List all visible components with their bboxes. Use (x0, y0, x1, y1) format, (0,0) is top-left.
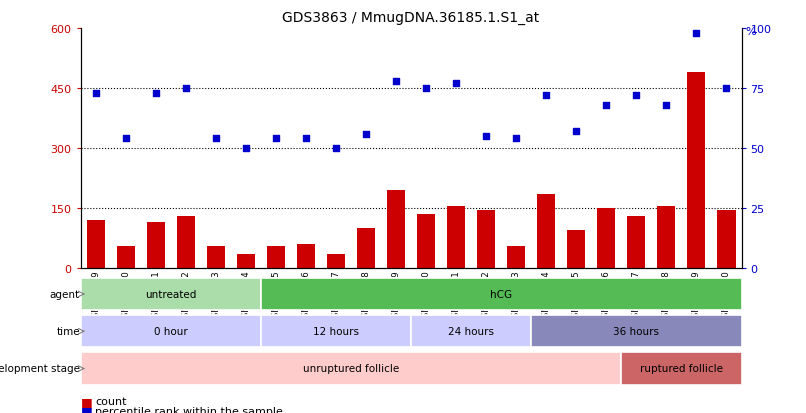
Bar (387, 191, 405, 268)
Text: %: % (746, 27, 756, 37)
Point (179, 85, 192, 92)
Point (239, 145, 252, 152)
Point (420, 85, 433, 92)
Point (330, 145, 343, 152)
Bar (411, 315, 531, 348)
Bar (81, 352, 621, 385)
Bar (81, 315, 261, 348)
Bar (237, 254, 255, 268)
Bar (147, 223, 164, 268)
Text: 0 hour: 0 hour (154, 326, 188, 337)
Point (570, 128, 583, 135)
Bar (717, 211, 736, 268)
Bar (507, 247, 526, 268)
Bar (357, 228, 375, 268)
Bar (567, 230, 585, 268)
Bar (267, 247, 285, 268)
Bar (417, 215, 435, 268)
Text: 24 hours: 24 hours (448, 326, 494, 337)
Text: ■: ■ (81, 395, 93, 408)
Bar (597, 209, 615, 268)
Point (660, 102, 673, 109)
Text: agent: agent (50, 289, 80, 299)
Point (300, 136, 313, 142)
Bar (261, 278, 742, 311)
Point (119, 136, 132, 142)
Point (210, 136, 222, 142)
Bar (207, 247, 225, 268)
Bar (327, 254, 345, 268)
Bar (81, 278, 261, 311)
Point (509, 136, 522, 142)
Bar (477, 211, 495, 268)
Text: 36 hours: 36 hours (613, 326, 659, 337)
Text: time: time (56, 326, 80, 337)
Bar (531, 315, 742, 348)
Bar (447, 206, 465, 268)
Text: 12 hours: 12 hours (313, 326, 359, 337)
Bar (688, 73, 705, 268)
Text: count: count (95, 396, 127, 406)
Point (359, 131, 372, 138)
Bar (177, 216, 195, 268)
Bar (538, 195, 555, 268)
Point (690, 31, 703, 37)
Point (450, 81, 463, 87)
Bar (658, 206, 675, 268)
Text: development stage: development stage (0, 363, 80, 374)
Bar (261, 315, 411, 348)
Text: ruptured follicle: ruptured follicle (640, 363, 723, 374)
Point (269, 136, 282, 142)
Bar (86, 221, 105, 268)
Bar (627, 216, 646, 268)
Text: ■: ■ (81, 404, 93, 413)
Bar (297, 244, 315, 268)
Text: untreated: untreated (145, 289, 197, 299)
Text: percentile rank within the sample: percentile rank within the sample (95, 406, 283, 413)
Text: hCG: hCG (490, 289, 513, 299)
Bar (621, 352, 742, 385)
Text: unruptured follicle: unruptured follicle (303, 363, 399, 374)
Point (149, 90, 162, 97)
Point (540, 93, 553, 99)
Point (89, 90, 102, 97)
Bar (117, 247, 135, 268)
Point (630, 93, 643, 99)
Point (600, 102, 613, 109)
Point (480, 133, 492, 140)
Title: GDS3863 / MmugDNA.36185.1.S1_at: GDS3863 / MmugDNA.36185.1.S1_at (282, 11, 540, 25)
Point (720, 85, 733, 92)
Point (389, 78, 402, 85)
